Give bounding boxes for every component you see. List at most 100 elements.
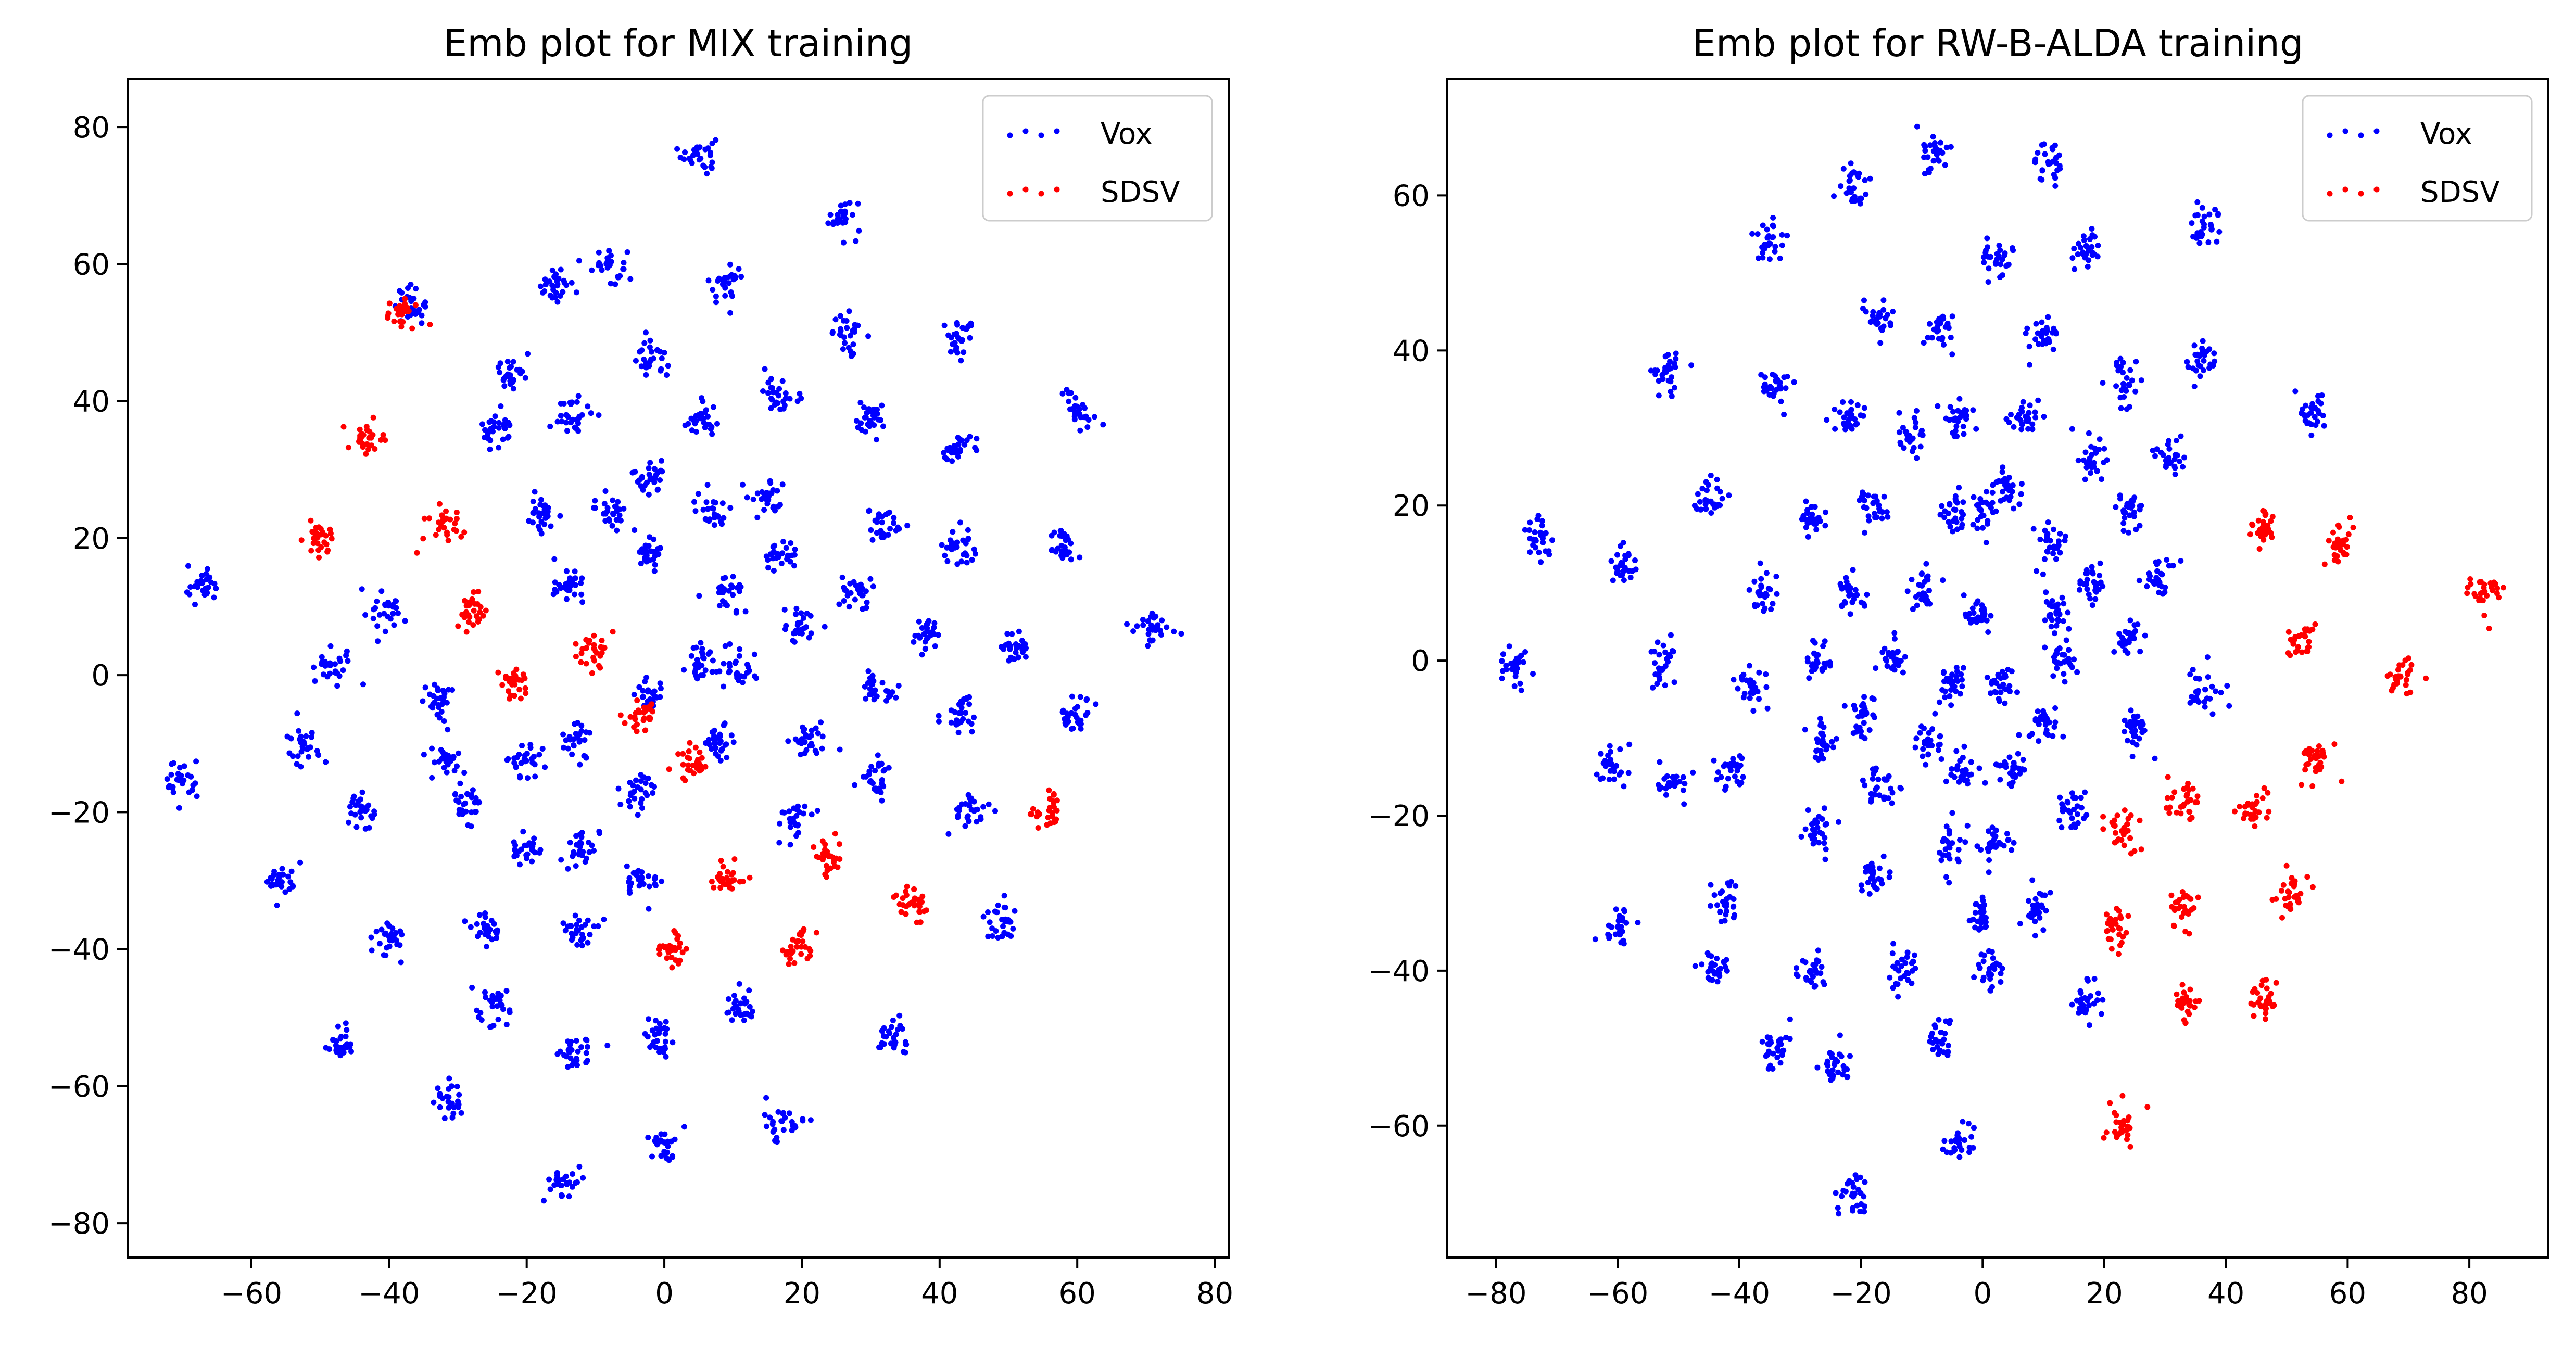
scatter-point-vox bbox=[545, 509, 551, 515]
scatter-point-vox bbox=[2026, 344, 2032, 350]
scatter-point-vox bbox=[763, 1095, 769, 1101]
scatter-point-sdsv bbox=[640, 717, 647, 723]
scatter-point-vox bbox=[1667, 359, 1673, 365]
scatter-point-vox bbox=[572, 591, 578, 598]
scatter-point-vox bbox=[1592, 936, 1598, 943]
scatter-point-vox bbox=[208, 579, 214, 586]
scatter-point-vox bbox=[343, 652, 349, 658]
scatter-point-sdsv bbox=[690, 763, 696, 769]
scatter-point-vox bbox=[928, 632, 934, 638]
scatter-point-vox bbox=[1879, 649, 1886, 655]
scatter-point-vox bbox=[744, 494, 750, 501]
scatter-point-vox bbox=[1912, 424, 1918, 430]
scatter-point-vox bbox=[1763, 570, 1770, 576]
scatter-point-vox bbox=[1680, 774, 1686, 780]
scatter-point-vox bbox=[468, 924, 474, 930]
scatter-point-vox bbox=[1925, 751, 1931, 757]
scatter-point-vox bbox=[710, 657, 716, 664]
scatter-point-sdsv bbox=[2299, 782, 2305, 788]
scatter-point-vox bbox=[2137, 649, 2143, 655]
scatter-point-vox bbox=[497, 1001, 503, 1008]
scatter-point-vox bbox=[627, 780, 633, 785]
scatter-point-vox bbox=[652, 874, 658, 880]
scatter-point-vox bbox=[2005, 261, 2012, 268]
scatter-point-vox bbox=[789, 552, 795, 558]
scatter-point-sdsv bbox=[2345, 531, 2352, 537]
scatter-point-vox bbox=[1857, 1209, 1863, 1214]
scatter-point-vox bbox=[1626, 741, 1633, 747]
scatter-point-vox bbox=[2009, 847, 2015, 853]
scatter-point-vox bbox=[624, 863, 630, 869]
scatter-point-vox bbox=[1074, 403, 1080, 410]
scatter-point-vox bbox=[2086, 430, 2092, 436]
scatter-point-vox bbox=[1848, 189, 1854, 195]
scatter-point-vox bbox=[501, 376, 507, 382]
scatter-point-vox bbox=[2085, 995, 2091, 1001]
scatter-point-vox bbox=[1974, 525, 1980, 531]
scatter-point-vox bbox=[554, 283, 560, 289]
scatter-point-sdsv bbox=[709, 879, 715, 885]
scatter-point-vox bbox=[967, 434, 973, 440]
scatter-point-vox bbox=[935, 632, 941, 638]
scatter-point-vox bbox=[2039, 319, 2045, 325]
scatter-point-vox bbox=[658, 685, 664, 692]
scatter-point-vox bbox=[1856, 170, 1862, 176]
scatter-point-vox bbox=[2006, 754, 2013, 760]
scatter-point-vox bbox=[1918, 571, 1925, 577]
scatter-point-vox bbox=[1920, 590, 1926, 596]
scatter-point-vox bbox=[719, 500, 726, 506]
scatter-point-vox bbox=[2178, 433, 2184, 439]
scatter-point-vox bbox=[1941, 341, 1947, 348]
scatter-point-vox bbox=[704, 482, 711, 488]
scatter-point-vox bbox=[1884, 663, 1890, 669]
scatter-point-vox bbox=[699, 646, 705, 652]
scatter-point-vox bbox=[779, 550, 786, 556]
scatter-point-vox bbox=[2216, 228, 2223, 235]
scatter-point-sdsv bbox=[669, 964, 675, 971]
scatter-point-vox bbox=[1953, 688, 1959, 694]
scatter-point-vox bbox=[2124, 375, 2130, 381]
scatter-point-vox bbox=[658, 1026, 664, 1032]
scatter-point-vox bbox=[429, 774, 435, 781]
scatter-point-sdsv bbox=[656, 951, 663, 957]
scatter-point-vox bbox=[936, 718, 942, 725]
scatter-point-vox bbox=[573, 425, 579, 431]
scatter-point-vox bbox=[2119, 643, 2126, 649]
scatter-point-vox bbox=[647, 337, 653, 344]
scatter-point-vox bbox=[1527, 519, 1533, 526]
scatter-point-vox bbox=[270, 882, 276, 888]
scatter-point-sdsv bbox=[1047, 796, 1053, 802]
scatter-point-vox bbox=[280, 871, 286, 878]
scatter-point-vox bbox=[1932, 1024, 1938, 1030]
scatter-point-vox bbox=[2197, 373, 2203, 379]
scatter-point-vox bbox=[663, 1019, 669, 1025]
scatter-point-vox bbox=[347, 804, 353, 810]
scatter-point-vox bbox=[788, 540, 794, 546]
scatter-point-vox bbox=[638, 876, 645, 882]
legend-marker-dot bbox=[1007, 191, 1013, 197]
scatter-point-vox bbox=[702, 164, 708, 170]
scatter-point-vox bbox=[2039, 892, 2045, 898]
scatter-point-vox bbox=[2062, 533, 2068, 539]
scatter-point-vox bbox=[2059, 824, 2065, 831]
scatter-point-vox bbox=[574, 926, 580, 933]
scatter-point-vox bbox=[1504, 667, 1510, 673]
scatter-point-vox bbox=[646, 472, 652, 477]
scatter-point-vox bbox=[636, 684, 642, 690]
scatter-point-vox bbox=[2011, 505, 2017, 512]
scatter-point-vox bbox=[951, 443, 957, 449]
scatter-point-vox bbox=[2041, 414, 2047, 420]
scatter-point-vox bbox=[511, 839, 517, 845]
scatter-point-vox bbox=[1930, 158, 1937, 164]
scatter-point-vox bbox=[583, 1050, 589, 1056]
scatter-point-vox bbox=[633, 777, 639, 783]
scatter-point-vox bbox=[416, 307, 422, 313]
scatter-point-vox bbox=[989, 933, 995, 939]
scatter-point-sdsv bbox=[596, 663, 602, 669]
scatter-point-vox bbox=[629, 469, 636, 476]
scatter-point-vox bbox=[1527, 549, 1533, 555]
scatter-point-vox bbox=[560, 731, 566, 738]
scatter-point-vox bbox=[1999, 668, 2005, 675]
scatter-point-vox bbox=[399, 932, 405, 938]
scatter-point-vox bbox=[602, 510, 608, 516]
